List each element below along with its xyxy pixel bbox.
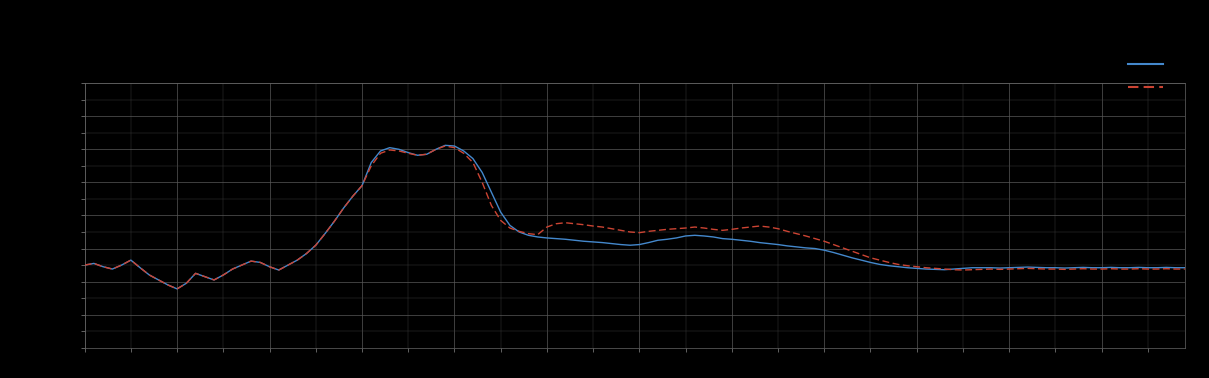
Legend: , : , xyxy=(1128,58,1167,94)
